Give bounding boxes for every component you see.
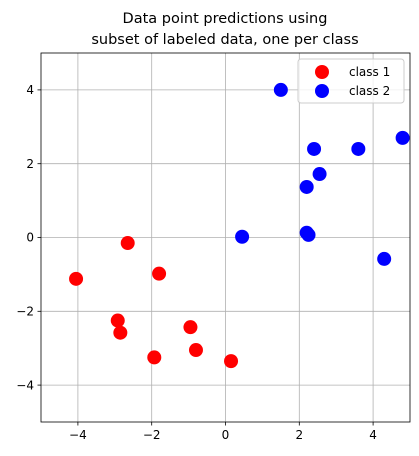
chart-title-line-2: subset of labeled data, one per class bbox=[91, 32, 358, 48]
data-point-class-2 bbox=[395, 130, 410, 145]
data-point-class-2 bbox=[235, 229, 250, 244]
legend-marker bbox=[315, 65, 329, 79]
y-tick-label: 0 bbox=[26, 231, 34, 245]
data-point-class-2 bbox=[299, 179, 314, 194]
data-point-class-1 bbox=[69, 271, 84, 286]
y-tick-label: −2 bbox=[16, 305, 34, 319]
grid-lines bbox=[41, 53, 410, 422]
data-point-class-2 bbox=[301, 227, 316, 242]
data-point-class-2 bbox=[377, 251, 392, 266]
legend-label: class 1 bbox=[349, 65, 390, 79]
y-tick-label: −4 bbox=[16, 378, 34, 392]
data-point-class-1 bbox=[110, 313, 125, 328]
chart-title-line-1: Data point predictions using bbox=[123, 11, 328, 27]
data-point-class-2 bbox=[307, 141, 322, 156]
data-points bbox=[69, 82, 410, 369]
data-point-class-1 bbox=[188, 343, 203, 358]
data-point-class-2 bbox=[351, 141, 366, 156]
x-tick-label: 0 bbox=[222, 428, 230, 442]
data-point-class-1 bbox=[224, 354, 239, 369]
legend: class 1 class 2 bbox=[297, 58, 405, 104]
y-tick-label: 2 bbox=[26, 157, 34, 171]
x-tick-label: 2 bbox=[295, 428, 303, 442]
legend-marker bbox=[315, 84, 329, 98]
data-point-class-1 bbox=[147, 350, 162, 365]
data-point-class-2 bbox=[273, 82, 288, 97]
x-tick-label: 4 bbox=[369, 428, 377, 442]
axis-ticks: −4 −2 0 2 4 −4 −2 0 2 4 bbox=[16, 83, 377, 442]
x-tick-label: −4 bbox=[69, 428, 87, 442]
x-tick-label: −2 bbox=[143, 428, 161, 442]
legend-label: class 2 bbox=[349, 84, 390, 98]
data-point-class-1 bbox=[183, 320, 198, 335]
y-tick-label: 4 bbox=[26, 83, 34, 97]
data-point-class-1 bbox=[120, 236, 135, 251]
data-point-class-1 bbox=[152, 266, 167, 281]
data-point-class-2 bbox=[312, 167, 327, 182]
data-point-class-1 bbox=[113, 325, 128, 340]
